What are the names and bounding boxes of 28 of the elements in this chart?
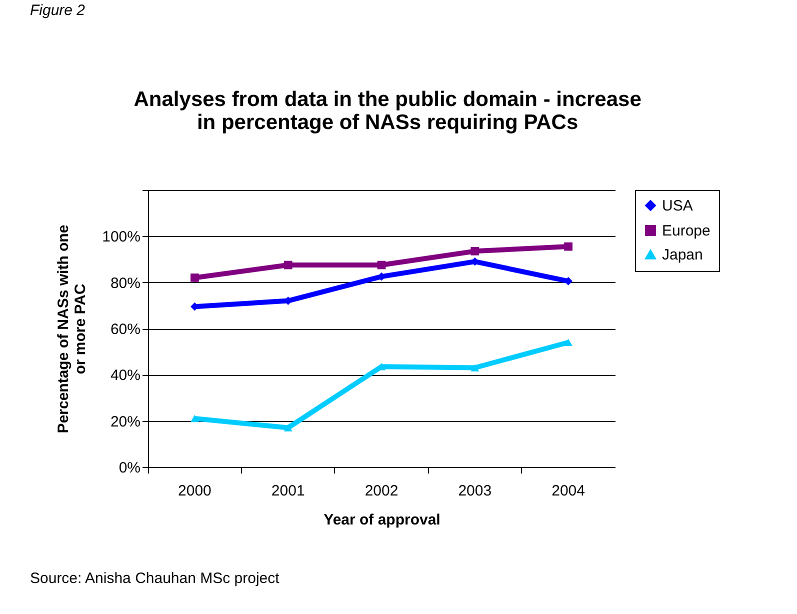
x-tick-label: 2001 [271,482,305,500]
point [377,260,386,270]
x-tick-label: 2003 [458,482,492,500]
point [470,246,480,256]
point [564,242,572,251]
caption: Figure 2 [30,2,86,19]
y-tick-label: 80% [110,274,140,292]
y-tick-label: 40% [110,367,140,384]
point [284,424,292,432]
point [470,364,480,372]
x-tick-label: 2004 [552,482,585,500]
legend-label: USA [662,198,693,214]
x-tick-label: 2000 [178,482,212,500]
point [190,414,199,422]
y-tick-label: 60% [110,321,140,338]
y-axis-title: Percentage of NASs with one or more PAC [55,224,90,434]
chart-title: Analyses from data in the public domain - increase in percentage of NASs requiring PACs [134,88,642,134]
legend-label: Japan [662,246,703,264]
legend-label: Europe [662,222,710,240]
x-axis-title: Year of approval [324,512,440,528]
point [190,274,199,282]
point [564,338,572,346]
y-tick-label: 0% [118,460,140,476]
source-note: Source: Anisha Chauhan MSc project [30,570,280,587]
y-tick-label: 20% [110,413,140,430]
y-tick-label: 100% [102,228,140,246]
point [284,260,292,270]
x-tick-label: 2002 [364,482,398,500]
